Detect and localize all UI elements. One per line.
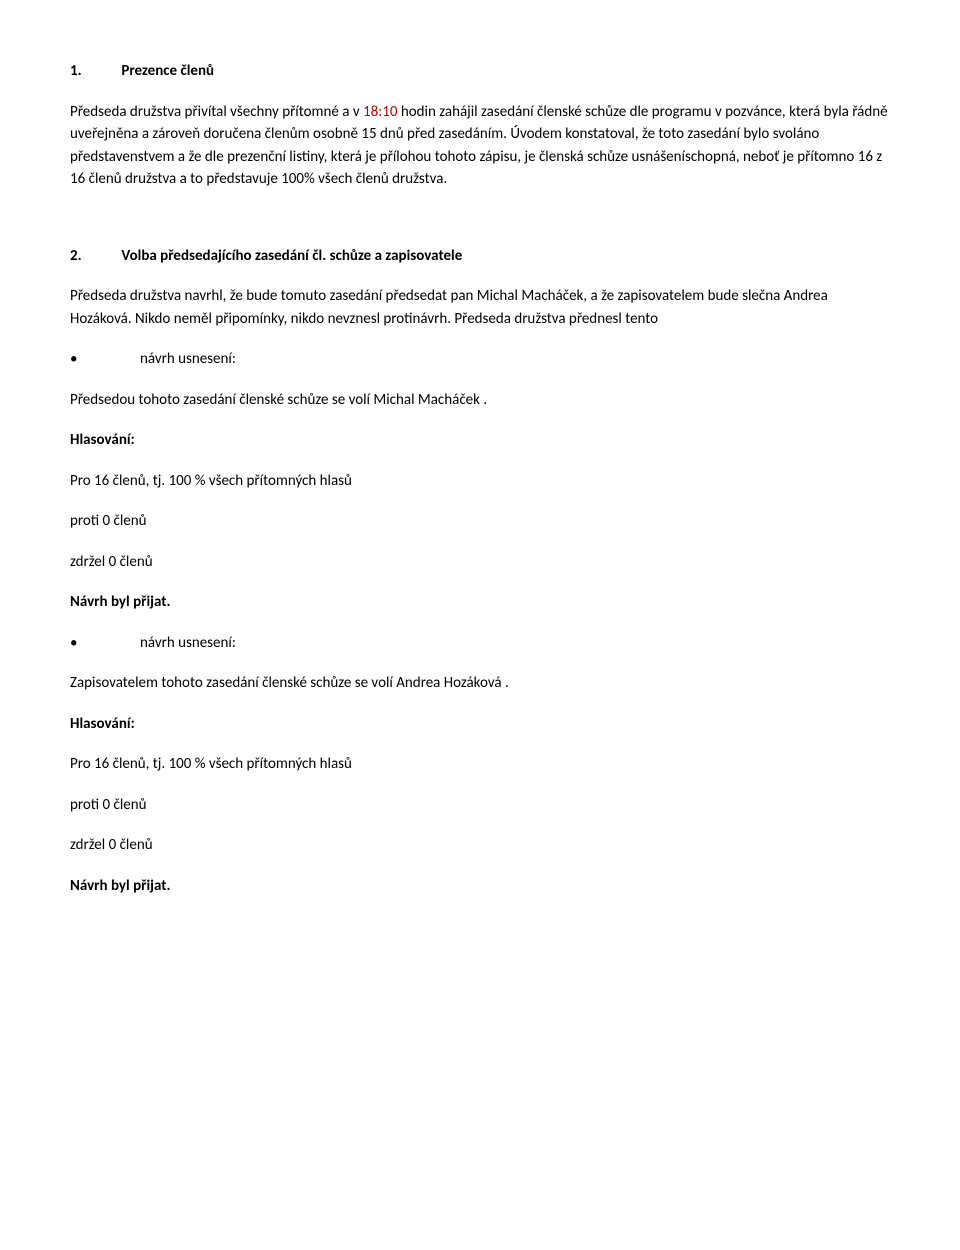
proposal-1-list: návrh usnesení: [70,348,890,371]
resolution-2-text: Zapisovatelem tohoto zasedání členské sc… [70,672,890,695]
section-2-num: 2. [70,245,118,268]
resolution-1-text: Předsedou tohoto zasedání členské schůze… [70,389,890,412]
voting-2-against: proti 0 členů [70,794,890,817]
section-1-heading: 1. Prezence členů [70,60,890,83]
voting-1-label: Hlasování: [70,429,890,452]
section-1-title: Prezence členů [121,62,214,80]
voting-2-for: Pro 16 členů, tj. 100 % všech přítomných… [70,753,890,776]
proposal-2-list: návrh usnesení: [70,632,890,655]
voting-2-abstain: zdržel 0 členů [70,834,890,857]
section-1-num: 1. [70,60,118,83]
section-1-paragraph: Předseda družstva přivítal všechny příto… [70,101,890,191]
section-1-time: 18:10 [363,103,397,121]
voting-2-label: Hlasování: [70,713,890,736]
proposal-2-bullet: návrh usnesení: [70,632,890,655]
voting-1-for: Pro 16 členů, tj. 100 % všech přítomných… [70,470,890,493]
voting-2-accepted: Návrh byl přijat. [70,875,890,898]
section-2-title: Volba předsedajícího zasedání čl. schůze… [121,247,462,265]
voting-1-against: proti 0 členů [70,510,890,533]
voting-1-accepted: Návrh byl přijat. [70,591,890,614]
proposal-1-bullet: návrh usnesení: [70,348,890,371]
voting-1-abstain: zdržel 0 členů [70,551,890,574]
section-2-intro: Předseda družstva navrhl, že bude tomuto… [70,285,890,330]
section-2-heading: 2. Volba předsedajícího zasedání čl. sch… [70,245,890,268]
section-1-text-a: Předseda družstva přivítal všechny příto… [70,103,363,121]
